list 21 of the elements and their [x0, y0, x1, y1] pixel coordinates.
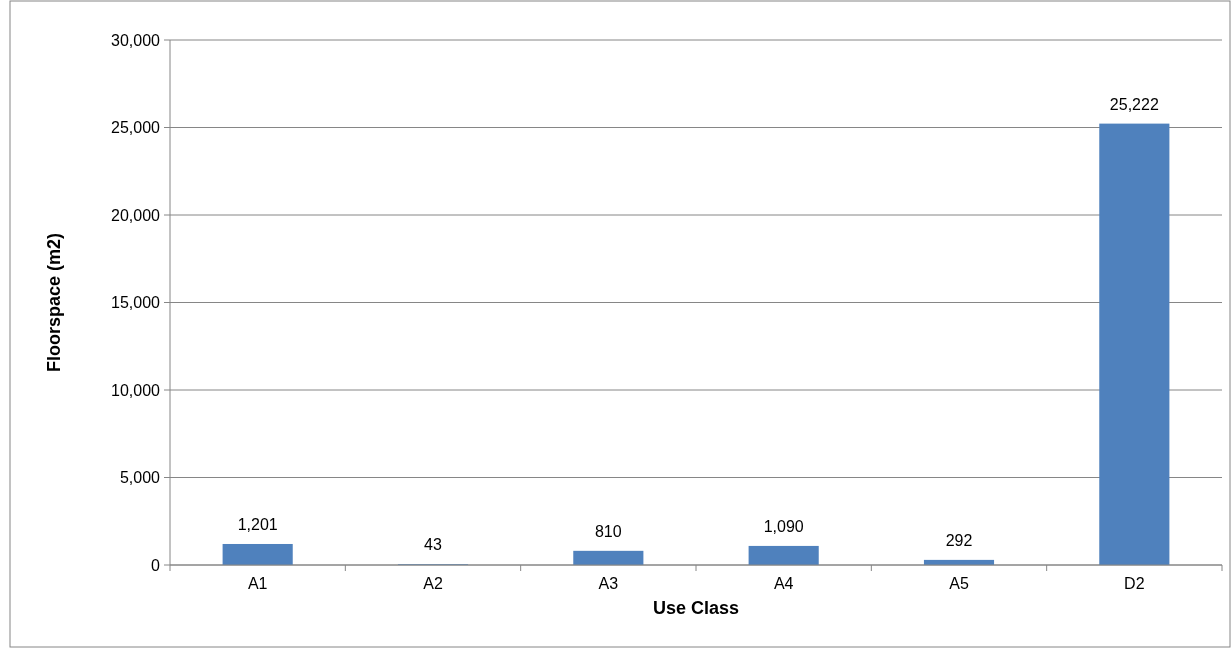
- data-label: 810: [594, 522, 622, 540]
- data-label: 43: [424, 536, 442, 554]
- x-tick-label: A4: [773, 575, 794, 592]
- y-tick-label: 25,000: [111, 119, 161, 137]
- x-tick-label: D2: [1124, 575, 1145, 592]
- y-tick-label: 20,000: [111, 206, 161, 224]
- data-label: 1,090: [763, 517, 804, 535]
- y-tick-label: 0: [151, 556, 161, 574]
- x-tick-label: A5: [949, 575, 969, 592]
- x-tick-label: A1: [247, 575, 268, 592]
- data-label: 25,222: [1109, 95, 1159, 113]
- y-tick-label: 10,000: [111, 381, 161, 399]
- y-tick-label: 15,000: [111, 294, 161, 312]
- x-axis-title: Use Class: [652, 598, 740, 618]
- data-label: 292: [945, 531, 973, 549]
- y-axis-title: Floorspace (m2): [44, 232, 64, 373]
- y-tick-label: 30,000: [111, 31, 161, 49]
- y-tick-label: 5,000: [119, 469, 161, 487]
- x-tick-label: A3: [598, 575, 619, 592]
- x-tick-label: A2: [423, 575, 443, 592]
- data-label: 1,201: [237, 515, 278, 533]
